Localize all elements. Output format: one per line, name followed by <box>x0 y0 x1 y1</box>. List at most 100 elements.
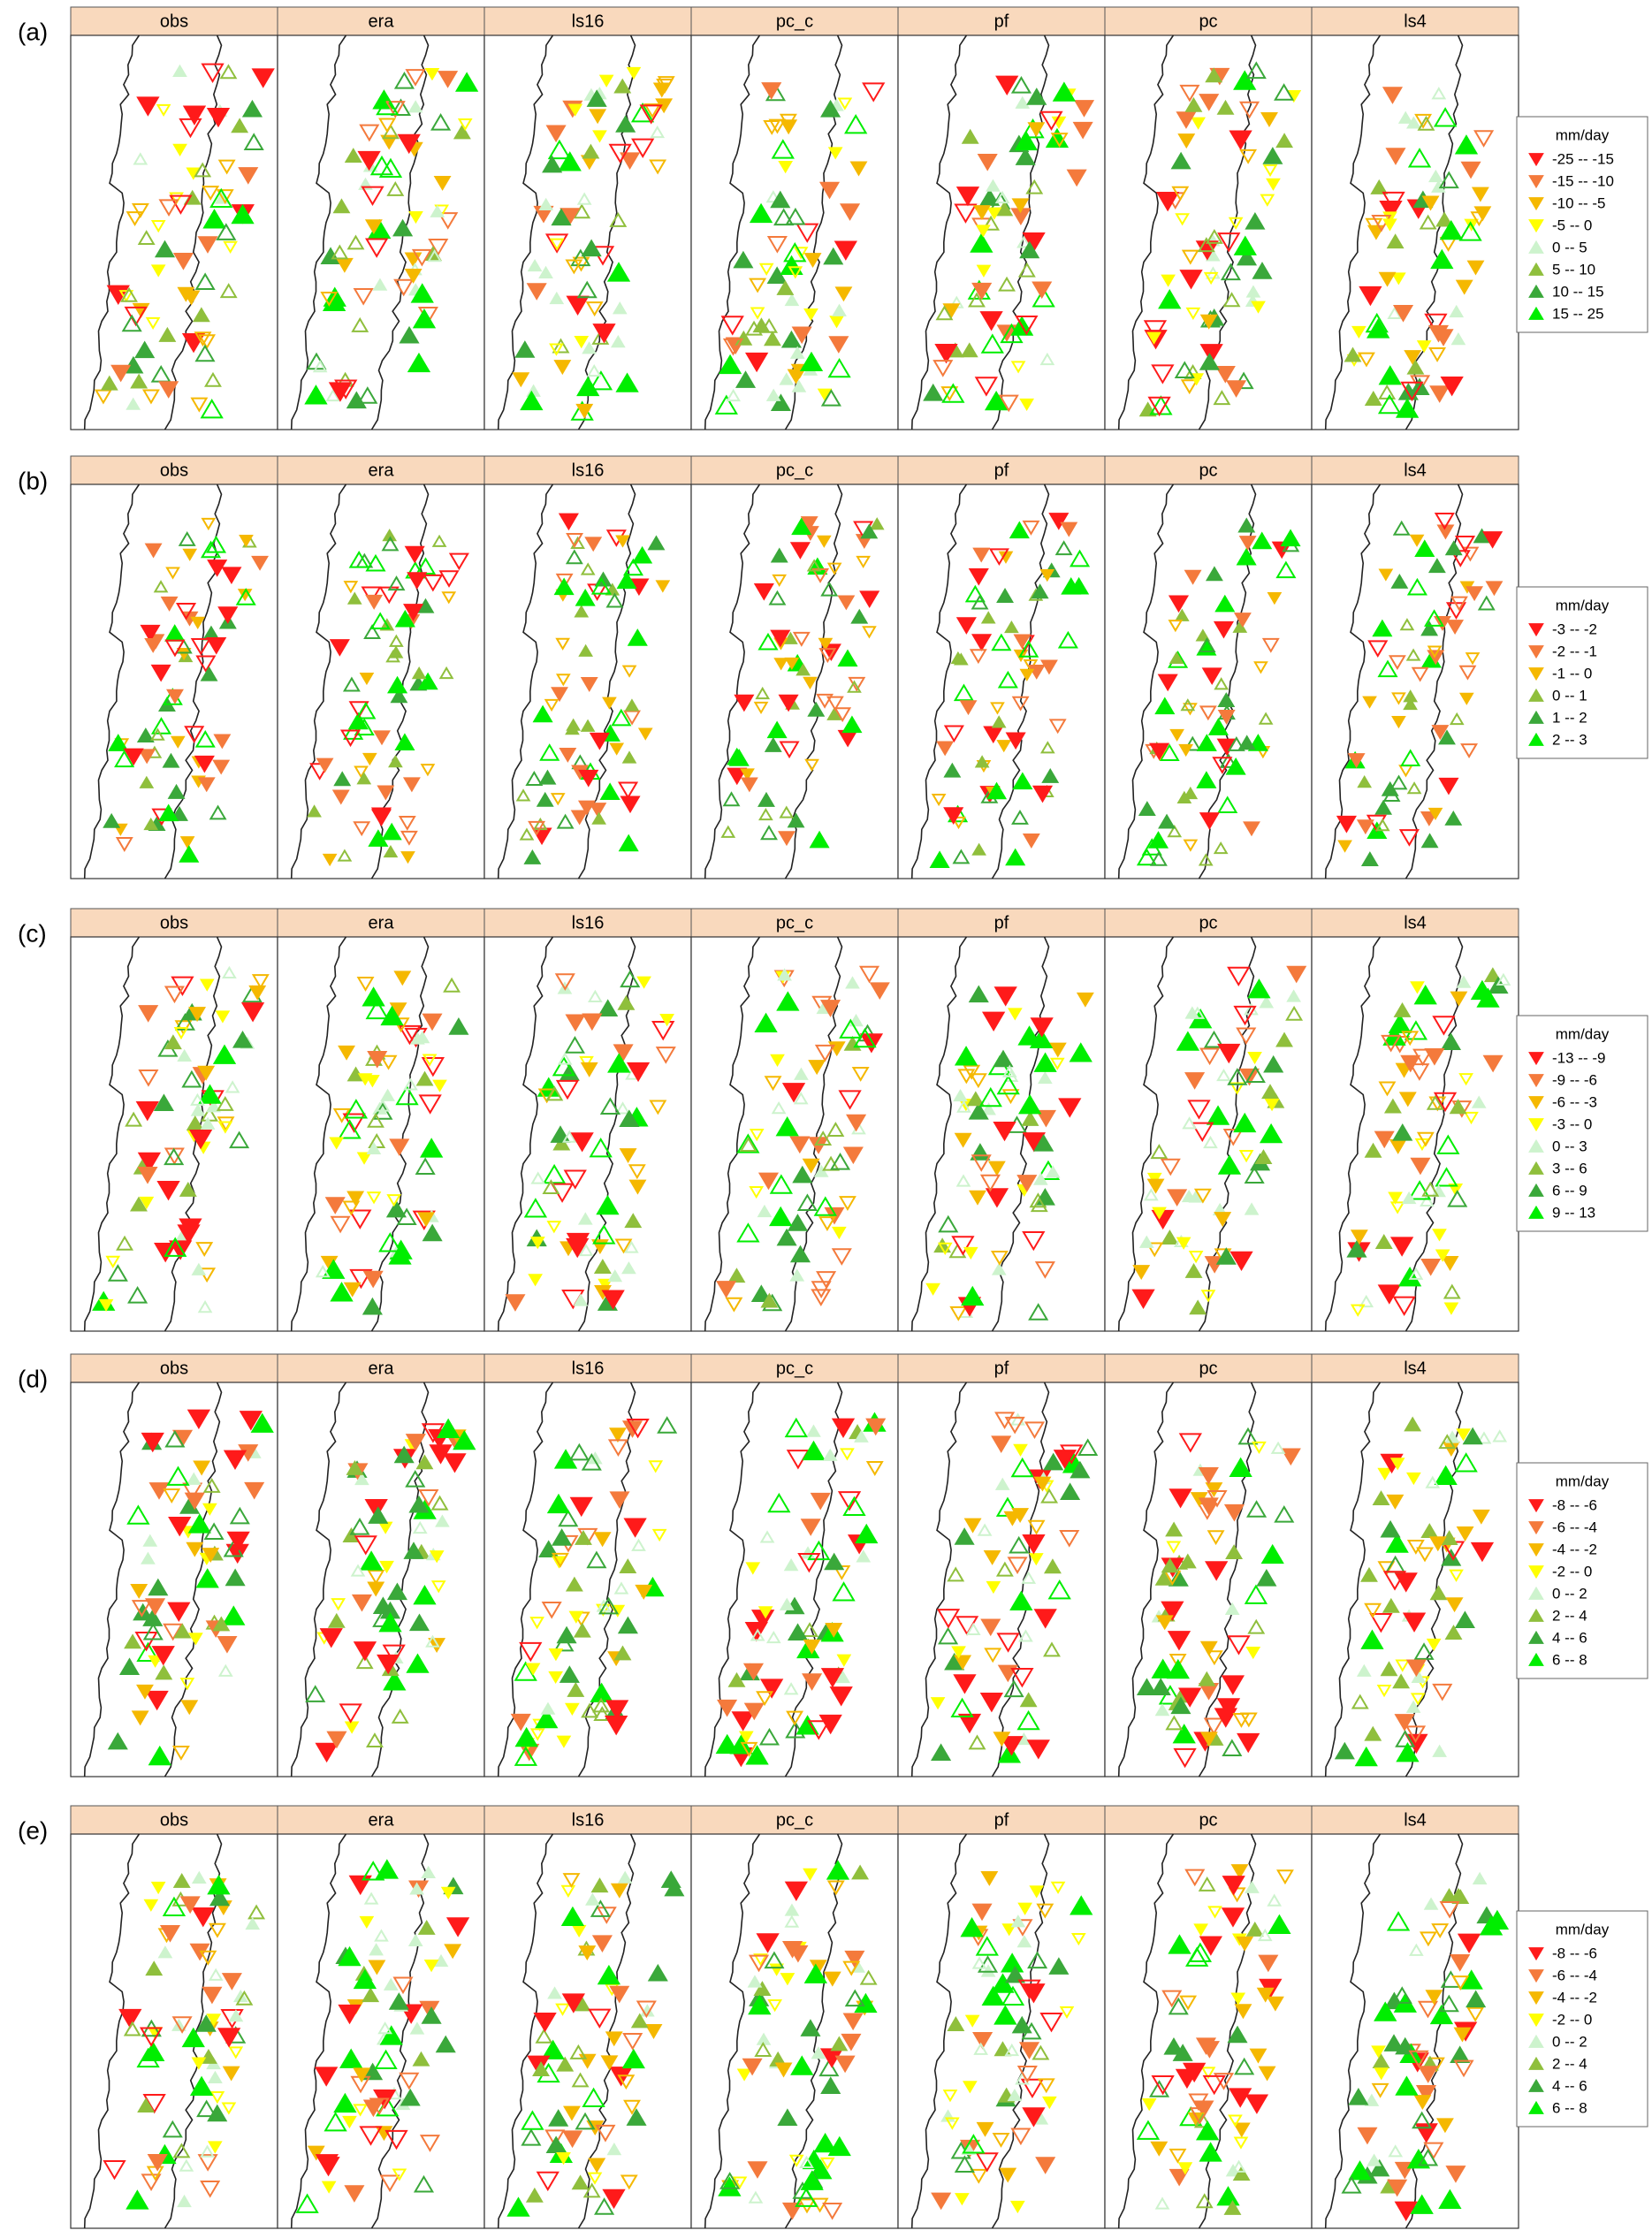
station-marker <box>923 383 944 401</box>
station-marker <box>1000 323 1024 344</box>
station-marker <box>1052 81 1077 102</box>
coastline <box>290 936 347 1332</box>
station-marker <box>1431 87 1447 100</box>
station-marker <box>168 1240 193 1260</box>
station-marker <box>935 305 954 321</box>
station-marker <box>1016 1175 1038 1192</box>
station-marker <box>849 161 868 177</box>
map-frame <box>1311 1382 1519 1777</box>
station-marker <box>636 2000 657 2019</box>
station-marker <box>593 1259 612 1275</box>
station-marker <box>139 775 155 788</box>
station-marker <box>555 637 571 651</box>
station-marker <box>545 125 567 143</box>
station-marker <box>811 1289 832 1307</box>
station-marker <box>188 1633 203 1646</box>
station-marker <box>195 1568 219 1588</box>
legend-symbol <box>1528 1074 1544 1088</box>
station-marker <box>592 130 607 143</box>
station-marker <box>1268 1914 1291 1935</box>
station-marker <box>393 1445 415 1464</box>
station-marker <box>586 1550 607 1569</box>
station-marker <box>548 2109 569 2127</box>
station-marker <box>1347 753 1366 769</box>
station-marker <box>811 1281 832 1298</box>
station-marker <box>202 1986 223 2005</box>
station-marker <box>137 1152 162 1173</box>
station-marker <box>994 1477 1010 1490</box>
station-marker <box>589 803 607 818</box>
station-marker <box>734 694 755 712</box>
station-marker <box>562 1873 581 1889</box>
map-panel: pf <box>897 1805 1106 2229</box>
station-marker <box>212 759 231 775</box>
station-marker <box>380 1005 404 1026</box>
station-marker <box>563 2105 581 2121</box>
station-marker <box>601 1290 625 1310</box>
station-marker <box>736 1222 760 1243</box>
station-marker <box>834 240 857 261</box>
station-marker <box>362 986 385 1007</box>
station-marker <box>196 2099 217 2118</box>
station-marker <box>173 1623 192 1639</box>
station-marker <box>1348 2088 1369 2105</box>
station-marker <box>1367 2153 1382 2166</box>
station-marker <box>168 1517 192 1537</box>
station-marker <box>1198 853 1214 866</box>
station-marker <box>377 2021 392 2035</box>
station-marker <box>1439 1900 1460 1919</box>
station-marker <box>222 1605 246 1625</box>
station-marker <box>1421 1181 1440 1197</box>
station-marker <box>421 1423 445 1443</box>
legend-symbol <box>1528 710 1544 724</box>
station-marker <box>1256 1568 1277 1587</box>
station-marker <box>1377 393 1402 415</box>
station-marker <box>402 777 421 793</box>
station-marker <box>1151 2074 1175 2096</box>
station-marker <box>1216 1698 1241 1718</box>
station-marker <box>850 608 869 624</box>
station-marker <box>1430 248 1454 270</box>
station-marker <box>164 1237 187 1257</box>
station-marker <box>541 2039 565 2059</box>
station-marker <box>1212 757 1233 774</box>
station-marker <box>197 777 216 793</box>
station-marker <box>588 2008 612 2029</box>
station-marker <box>378 157 403 178</box>
station-marker <box>802 1440 826 1461</box>
station-marker <box>839 1018 863 1039</box>
map-panel: obs <box>70 455 278 879</box>
station-marker <box>575 1529 592 1545</box>
station-marker <box>1230 1992 1246 2006</box>
legend-label: -8 -- -6 <box>1552 1945 1597 1961</box>
station-marker <box>1010 361 1026 374</box>
station-marker <box>549 343 564 356</box>
station-marker <box>862 82 886 103</box>
station-marker <box>791 517 812 536</box>
station-marker <box>1144 1188 1159 1201</box>
legend: mm/day-13 -- -9-9 -- -6-6 -- -3-3 -- 00 … <box>1516 1015 1648 1232</box>
legend-label: -6 -- -4 <box>1552 1967 1597 1983</box>
map-area <box>483 1382 692 1777</box>
station-marker <box>831 1248 852 1266</box>
station-marker <box>121 314 142 332</box>
station-marker <box>418 1094 442 1115</box>
station-marker <box>1231 2159 1246 2173</box>
station-marker <box>1438 1434 1457 1450</box>
station-marker <box>407 1933 423 1946</box>
station-marker <box>813 2132 837 2153</box>
panel-header <box>277 908 485 938</box>
station-marker <box>1390 272 1406 285</box>
station-marker <box>764 736 782 752</box>
station-marker <box>1264 1099 1280 1112</box>
station-marker <box>1069 576 1090 595</box>
station-marker <box>1238 1150 1254 1163</box>
station-marker <box>157 1945 173 1959</box>
station-marker <box>1466 260 1485 276</box>
station-marker <box>1181 1189 1197 1203</box>
station-marker <box>1389 1458 1405 1471</box>
station-marker <box>1356 819 1374 835</box>
station-marker <box>626 1062 651 1083</box>
station-marker <box>859 590 880 609</box>
station-marker <box>974 377 998 397</box>
